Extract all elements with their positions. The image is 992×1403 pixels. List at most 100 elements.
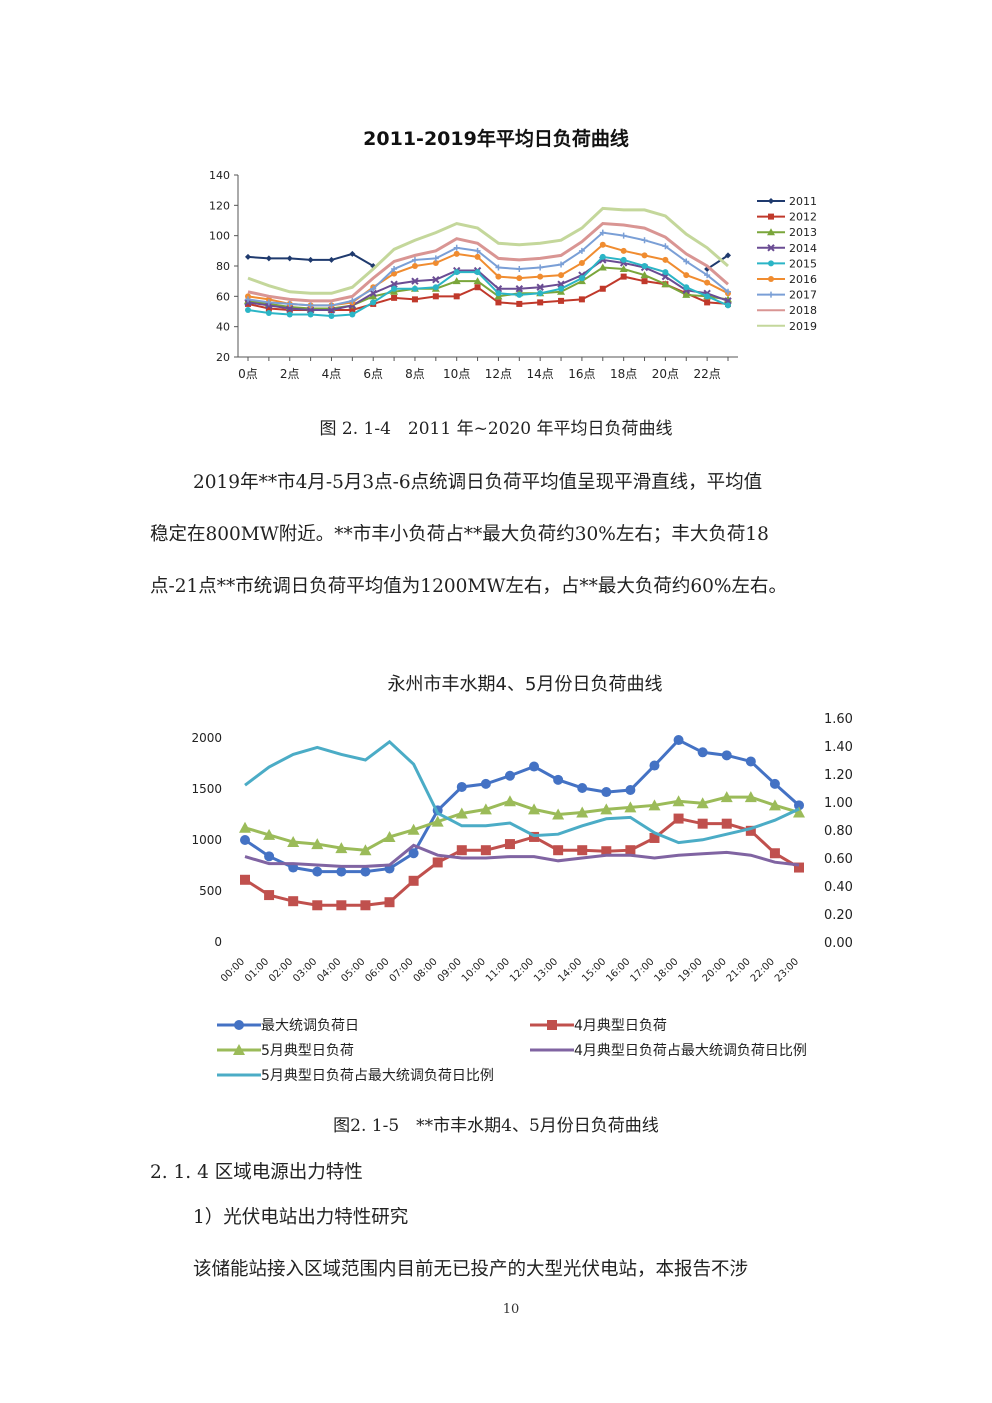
x-tick-label: 04:00 xyxy=(315,956,343,984)
legend-swatch-square xyxy=(530,1020,574,1030)
data-point xyxy=(724,297,732,305)
legend-label: 2018 xyxy=(789,304,817,317)
data-point xyxy=(662,269,669,276)
x-tick-label: 18:00 xyxy=(653,956,681,984)
series-line xyxy=(706,254,729,270)
x-tick-label: 09:00 xyxy=(436,956,464,984)
data-point xyxy=(391,270,398,277)
y-right-tick-label: 1.60 xyxy=(824,712,853,727)
data-point xyxy=(704,279,711,286)
data-point xyxy=(558,297,565,304)
data-point xyxy=(474,253,481,260)
data-point xyxy=(431,815,444,827)
data-point xyxy=(599,253,606,260)
data-point xyxy=(537,264,544,271)
data-point xyxy=(307,256,314,263)
data-point xyxy=(504,770,515,781)
data-point xyxy=(745,825,756,836)
data-point xyxy=(286,306,293,313)
data-point xyxy=(662,256,669,263)
data-point xyxy=(553,774,564,785)
data-point xyxy=(265,310,272,317)
data-point xyxy=(495,290,502,297)
series-line xyxy=(247,266,729,310)
data-point xyxy=(661,280,670,288)
data-point xyxy=(311,838,324,850)
data-point xyxy=(504,839,515,850)
data-point xyxy=(697,818,708,829)
y-left-tick-label: 500 xyxy=(199,884,222,898)
y-left-tick-label: 1000 xyxy=(191,833,222,847)
data-point xyxy=(432,284,439,291)
data-point xyxy=(697,747,708,758)
data-point xyxy=(240,874,250,885)
x-tick-label: 14:00 xyxy=(556,956,584,984)
series-line xyxy=(247,206,729,295)
data-point xyxy=(359,844,372,856)
data-point xyxy=(515,285,524,293)
data-point xyxy=(598,263,607,271)
x-tick-label: 13:00 xyxy=(532,956,560,984)
data-point xyxy=(328,256,335,263)
data-point xyxy=(349,297,356,304)
y-left-tick-label: 2000 xyxy=(191,731,222,745)
data-point xyxy=(768,291,774,298)
series-line xyxy=(247,231,729,307)
y-tick-label: 80 xyxy=(216,260,230,273)
legend-label: 2017 xyxy=(789,289,817,302)
paragraph-line-2: 稳定在800MW附近。**市丰小负荷占**最大负荷约30%左右；丰大负荷18 xyxy=(150,524,769,545)
x-tick-label: 0点 xyxy=(238,367,258,381)
series-line xyxy=(247,221,729,303)
x-tick-label: 07:00 xyxy=(388,956,416,984)
data-point xyxy=(411,256,418,263)
data-point xyxy=(619,265,628,273)
data-point xyxy=(576,806,589,818)
data-point xyxy=(411,263,418,269)
data-point xyxy=(649,832,660,843)
x-tick-label: 4点 xyxy=(322,367,342,381)
data-point xyxy=(672,795,685,807)
data-point xyxy=(648,799,661,811)
legend-label: 5月典型日负荷 xyxy=(261,1043,354,1059)
data-point xyxy=(577,782,588,793)
data-point xyxy=(453,269,460,276)
series-line xyxy=(247,243,729,307)
data-point xyxy=(349,306,356,313)
data-point xyxy=(553,845,564,856)
legend-item: 4月典型日负荷占最大统调负荷日比例 xyxy=(530,1040,807,1060)
data-point xyxy=(384,897,395,908)
legend-label: 最大统调负荷日 xyxy=(261,1018,359,1034)
data-point xyxy=(453,244,460,251)
legend-item: 5月典型日负荷 xyxy=(217,1040,354,1060)
x-tick-label: 2点 xyxy=(280,367,300,381)
chart1-title: 2011-2019年平均日负荷曲线 xyxy=(363,128,629,150)
x-tick-label: 02:00 xyxy=(267,956,295,984)
data-point xyxy=(432,255,439,262)
data-point xyxy=(369,292,378,300)
data-point xyxy=(769,778,780,789)
x-tick-label: 17:00 xyxy=(628,956,656,984)
data-point xyxy=(516,275,523,282)
legend-label: 5月典型日负荷占最大统调负荷日比例 xyxy=(261,1068,494,1084)
legend-label: 2016 xyxy=(789,273,817,286)
series-line xyxy=(247,258,729,311)
data-point xyxy=(370,299,377,306)
paragraph-line-1: 2019年**市4月-5月3点-6点统调日负荷平均值呈现平滑直线，平均值 xyxy=(193,472,763,493)
x-tick-label: 16点 xyxy=(568,367,595,381)
section-heading: 2. 1. 4 区域电源出力特性 xyxy=(150,1162,363,1183)
data-point xyxy=(335,842,348,854)
legend-item: 最大统调负荷日 xyxy=(217,1015,359,1035)
data-point xyxy=(452,277,461,285)
chart1-svg: 20 40 60 80 100 120 140 0点 2点 4点 6点 8点 10点 12点 14点 16点 1… xyxy=(209,169,817,381)
x-tick-label: 18点 xyxy=(610,367,637,381)
data-point xyxy=(411,277,419,285)
data-point xyxy=(473,277,482,285)
data-point xyxy=(245,300,251,307)
data-point xyxy=(265,299,272,306)
data-point xyxy=(495,273,502,280)
data-point xyxy=(704,272,711,279)
data-point xyxy=(537,273,544,280)
legend-label: 4月典型日负荷 xyxy=(574,1018,667,1034)
data-point xyxy=(287,836,300,848)
page-number: 10 xyxy=(502,1302,520,1317)
